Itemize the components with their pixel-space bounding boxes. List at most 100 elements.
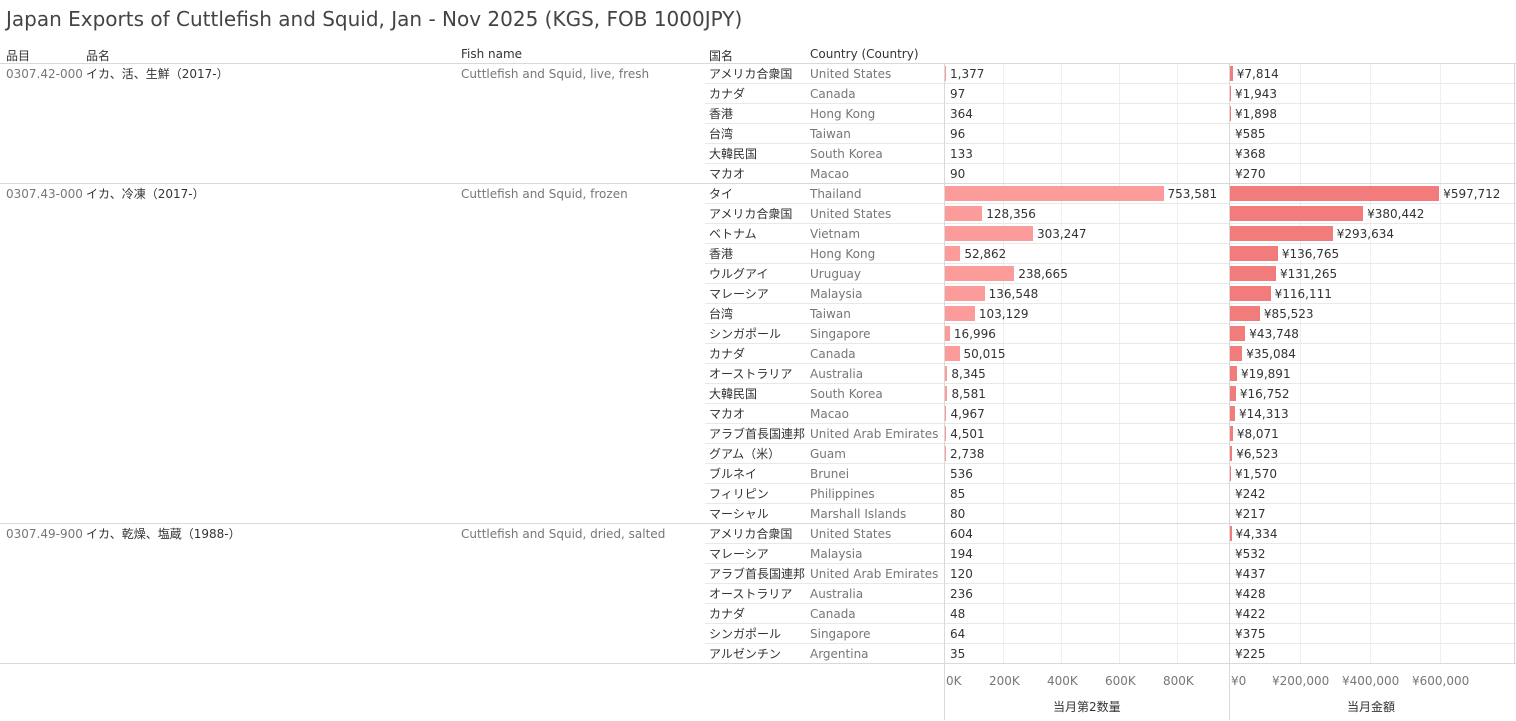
- value-label: ¥437: [1235, 567, 1266, 581]
- qty-label: 236: [950, 587, 973, 601]
- value-axis-tick: ¥0: [1231, 674, 1247, 688]
- qty-bar[interactable]: [945, 346, 960, 361]
- row-divider: [705, 543, 1516, 544]
- value-bar[interactable]: [1230, 366, 1237, 381]
- value-label: ¥597,712: [1443, 187, 1501, 201]
- qty-bar[interactable]: [945, 326, 950, 341]
- value-label: ¥375: [1235, 627, 1266, 641]
- value-label: ¥116,111: [1274, 287, 1332, 301]
- header-country-jp: 国名: [709, 49, 734, 63]
- value-bar[interactable]: [1230, 186, 1440, 201]
- country-en: Uruguay: [810, 267, 861, 281]
- group-divider: [0, 523, 1516, 524]
- value-label: ¥1,898: [1235, 107, 1277, 121]
- qty-bar[interactable]: [945, 286, 985, 301]
- country-en: Macao: [810, 167, 849, 181]
- row-divider: [705, 343, 1516, 344]
- qty-bar[interactable]: [945, 246, 961, 261]
- country-en: Canada: [810, 347, 856, 361]
- value-bar[interactable]: [1230, 106, 1231, 121]
- qty-label: 2,738: [950, 447, 985, 461]
- qty-label: 97: [950, 87, 966, 101]
- row-divider: [705, 563, 1516, 564]
- value-label: ¥136,765: [1281, 247, 1340, 261]
- value-label: ¥380,442: [1367, 207, 1425, 221]
- value-bar[interactable]: [1230, 526, 1232, 541]
- country-jp: 大韓民国: [709, 387, 758, 401]
- row-divider: [705, 403, 1516, 404]
- country-jp: ウルグアイ: [709, 267, 769, 281]
- qty-label: 4,967: [950, 407, 985, 421]
- value-bar[interactable]: [1230, 86, 1231, 101]
- qty-label: 136,548: [988, 287, 1039, 301]
- country-en: Canada: [810, 607, 856, 621]
- qty-bar[interactable]: [945, 226, 1033, 241]
- value-label: ¥293,634: [1336, 227, 1395, 241]
- value-label: ¥428: [1235, 587, 1266, 601]
- country-jp: アラブ首長国連邦: [709, 427, 806, 441]
- qty-bar[interactable]: [945, 266, 1015, 281]
- country-en: United States: [810, 67, 892, 81]
- value-bar[interactable]: [1230, 386, 1236, 401]
- value-bar[interactable]: [1230, 226, 1333, 241]
- group-code: 0307.42-000: [6, 67, 83, 81]
- page-title: Japan Exports of Cuttlefish and Squid, J…: [6, 7, 743, 31]
- group-divider: [0, 663, 1516, 664]
- value-bar[interactable]: [1230, 66, 1233, 81]
- qty-label: 48: [950, 607, 966, 621]
- country-en: United Arab Emirates: [810, 427, 939, 441]
- country-jp: カナダ: [709, 87, 746, 101]
- value-bar[interactable]: [1230, 346, 1243, 361]
- qty-bar[interactable]: [945, 366, 948, 381]
- qty-bar[interactable]: [945, 386, 948, 401]
- qty-label: 536: [950, 467, 973, 481]
- row-divider: [705, 643, 1516, 644]
- qty-bar[interactable]: [945, 426, 947, 441]
- country-en: Singapore: [810, 327, 871, 341]
- value-bar[interactable]: [1230, 246, 1278, 261]
- value-bar[interactable]: [1230, 426, 1233, 441]
- value-label: ¥422: [1235, 607, 1266, 621]
- row-divider: [705, 83, 1516, 84]
- value-bar[interactable]: [1230, 466, 1231, 481]
- country-en: Macao: [810, 407, 849, 421]
- value-label: ¥368: [1235, 147, 1266, 161]
- country-jp: ベトナム: [709, 227, 757, 241]
- country-en: Philippines: [810, 487, 875, 501]
- qty-panel-border: [944, 63, 945, 720]
- row-divider: [705, 363, 1516, 364]
- country-en: Australia: [810, 367, 864, 381]
- value-gridline: [1440, 64, 1441, 664]
- country-jp: シンガポール: [709, 627, 782, 641]
- value-bar[interactable]: [1230, 406, 1235, 421]
- country-en: United Arab Emirates: [810, 567, 939, 581]
- qty-label: 120: [950, 567, 973, 581]
- value-bar[interactable]: [1230, 266, 1276, 281]
- row-divider: [705, 503, 1516, 504]
- qty-bar[interactable]: [945, 66, 946, 81]
- row-divider: [705, 583, 1516, 584]
- qty-bar[interactable]: [945, 306, 975, 321]
- row-divider: [705, 203, 1516, 204]
- value-bar[interactable]: [1230, 306, 1260, 321]
- value-bar[interactable]: [1230, 206, 1364, 221]
- qty-bar[interactable]: [945, 206, 983, 221]
- country-jp: オーストラリア: [709, 587, 793, 601]
- value-label: ¥43,748: [1249, 327, 1299, 341]
- country-jp: アメリカ合衆国: [709, 67, 793, 81]
- qty-bar[interactable]: [945, 186, 1164, 201]
- qty-bar[interactable]: [945, 446, 946, 461]
- group-jp-name: イカ、乾燥、塩蔵（1988-）: [86, 527, 241, 541]
- value-label: ¥85,523: [1263, 307, 1314, 321]
- value-gridline: [1300, 64, 1301, 664]
- value-bar[interactable]: [1230, 286, 1271, 301]
- qty-label: 1,377: [950, 67, 985, 81]
- country-jp: タイ: [709, 187, 734, 201]
- row-divider: [705, 223, 1516, 224]
- value-bar[interactable]: [1230, 446, 1233, 461]
- country-jp: マカオ: [709, 407, 746, 421]
- qty-bar[interactable]: [945, 406, 947, 421]
- country-jp: 大韓民国: [709, 147, 758, 161]
- value-bar[interactable]: [1230, 326, 1246, 341]
- country-jp: アメリカ合衆国: [709, 527, 793, 541]
